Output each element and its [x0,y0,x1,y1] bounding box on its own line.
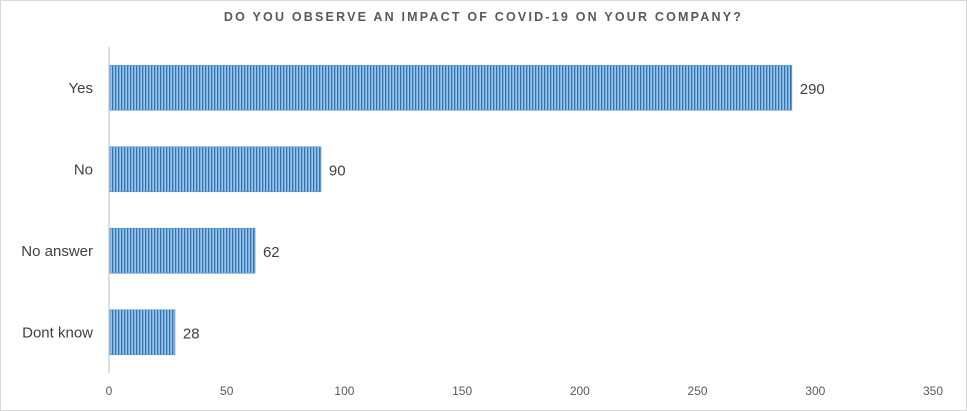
x-tick-label: 200 [570,384,590,398]
x-tick-label: 250 [688,384,708,398]
bar-no [109,146,322,193]
category-label: No answer [21,243,93,260]
x-tick-label: 100 [334,384,354,398]
data-label: 290 [800,81,825,98]
bar-yes [109,64,793,111]
category-label: No [74,161,93,178]
bars-layer [109,64,793,356]
labels-layer: Yes 290 No 90 No answer 62 Dont know 28 [21,80,824,343]
data-label: 28 [183,325,200,342]
data-label: 90 [329,162,346,179]
x-tick-label: 350 [923,384,943,398]
bar-dont-know [109,309,176,356]
x-tick-label: 0 [106,384,113,398]
x-tick-label: 300 [805,384,825,398]
data-label: 62 [263,244,280,261]
x-tick-label: 150 [452,384,472,398]
x-tick-label: 50 [220,384,234,398]
bar-no-answer [109,227,256,274]
chart-title: DO YOU OBSERVE AN IMPACT OF COVID-19 ON … [223,10,744,24]
category-label: Yes [69,80,93,97]
category-label: Dont know [22,324,93,341]
axis-layer: 0 50 100 150 200 250 300 350 [106,47,943,398]
